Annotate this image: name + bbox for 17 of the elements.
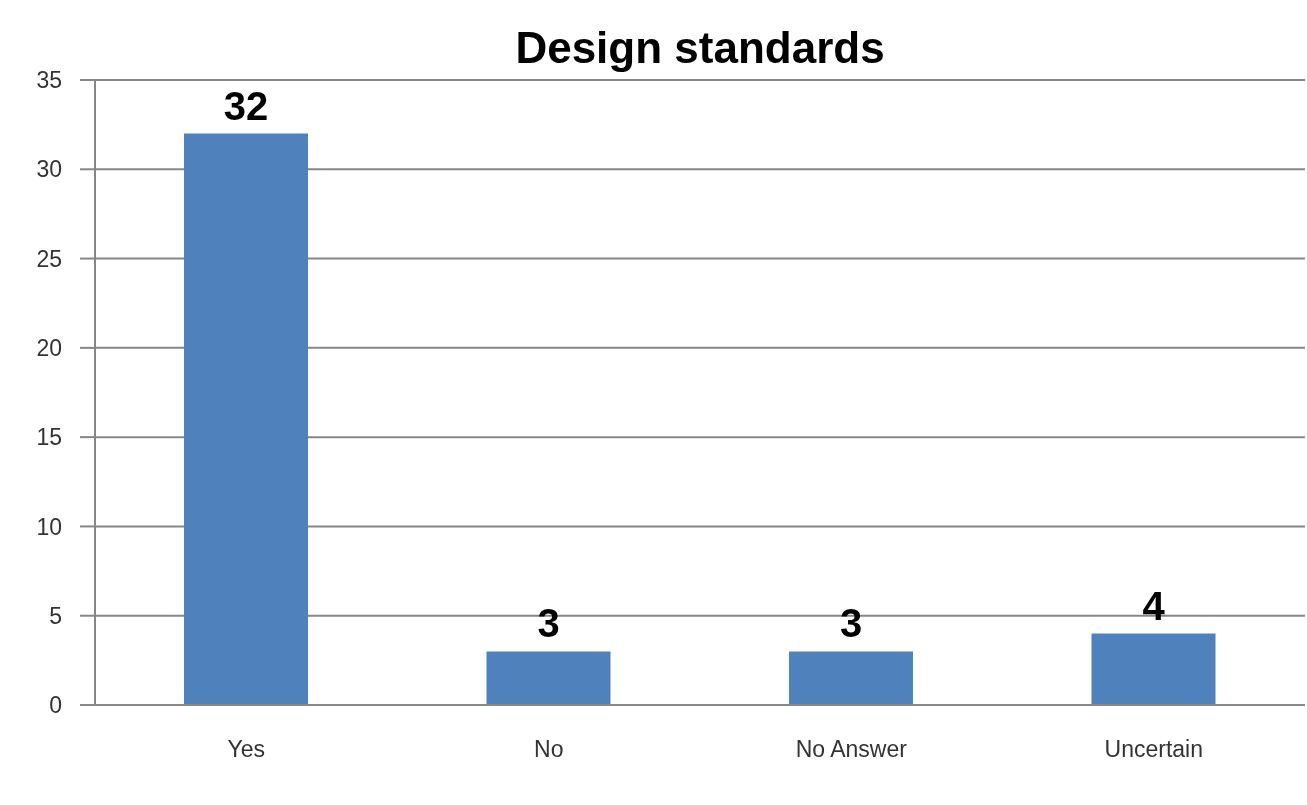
data-label: 3 [839, 601, 863, 646]
y-tick-label: 30 [36, 156, 62, 183]
y-tick-label: 35 [36, 67, 62, 94]
y-tick-label: 25 [36, 245, 62, 272]
chart-title: Design standards [514, 22, 886, 74]
data-label: 32 [223, 83, 269, 128]
y-tick-label: 0 [49, 692, 62, 719]
x-tick-label: No Answer [795, 736, 908, 763]
x-tick-label: No [534, 736, 564, 763]
y-tick-label: 10 [36, 513, 62, 540]
x-tick-label: Uncertain [1104, 736, 1203, 763]
y-tick-label: 20 [36, 335, 62, 362]
x-tick-label: Yes [227, 736, 266, 763]
y-tick-label: 5 [49, 602, 62, 629]
data-label: 4 [1142, 583, 1166, 628]
y-tick-label: 15 [36, 424, 62, 451]
data-label: 3 [537, 601, 560, 646]
